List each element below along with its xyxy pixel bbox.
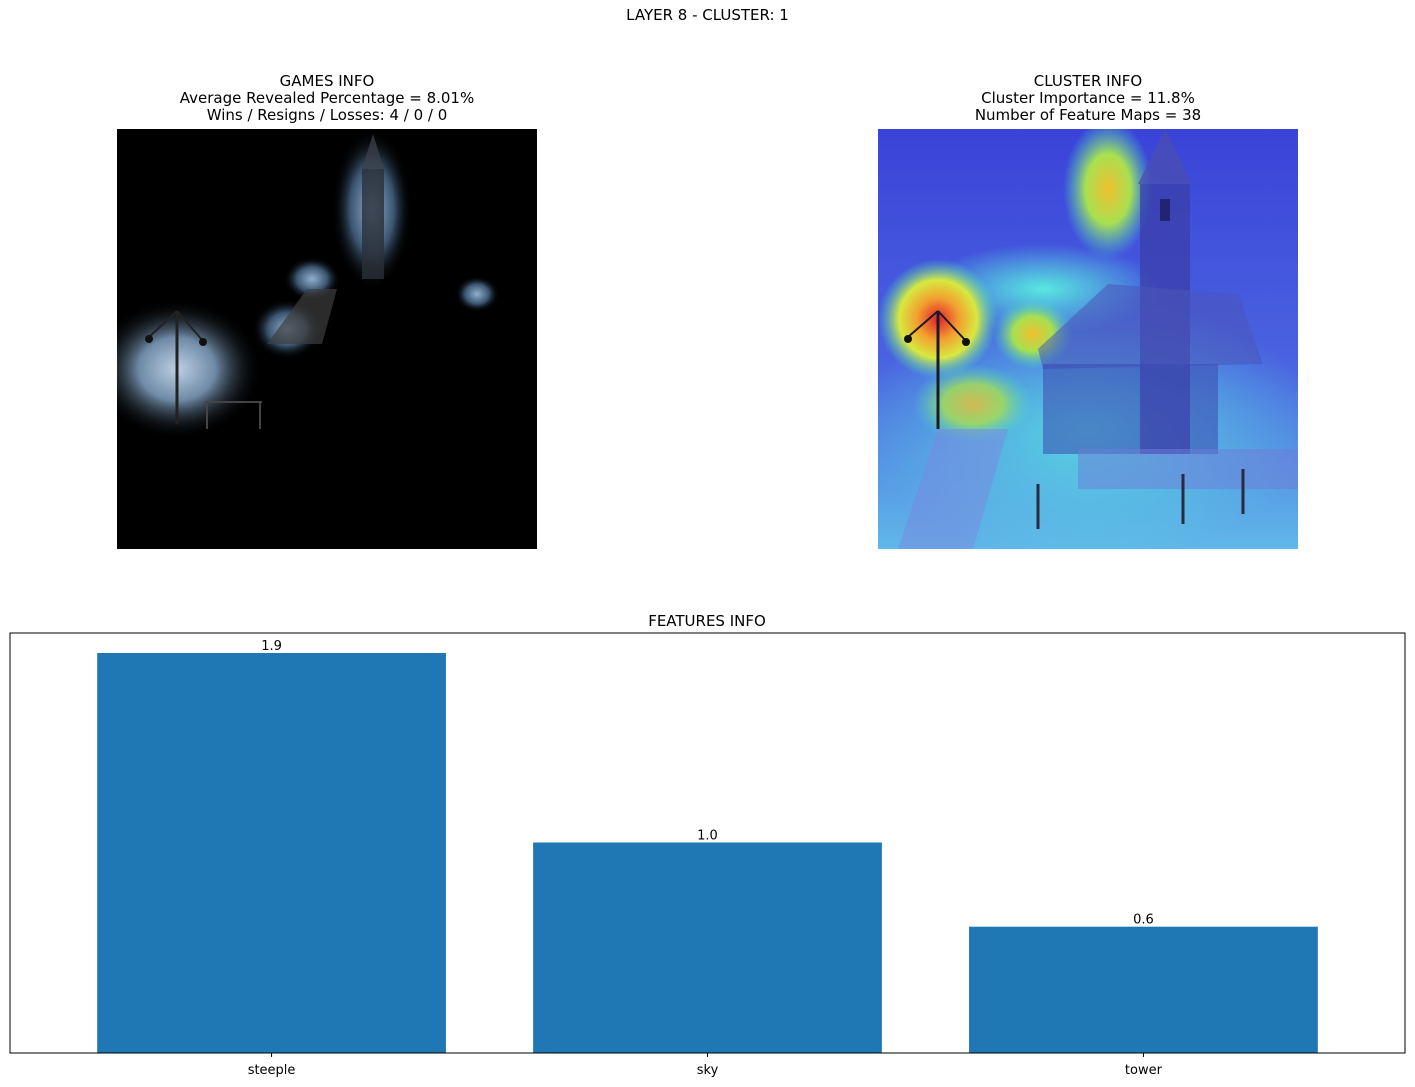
cluster-info-title: CLUSTER INFO [1033,72,1143,90]
cluster-info-importance: Cluster Importance = 11.8% [981,89,1195,107]
chart-axes-frame [9,632,1406,1054]
bar-steeple [97,653,446,1053]
data-label-steeple: 1.9 [261,639,282,654]
heatmap-image [878,129,1298,549]
games-info-revealed: Average Revealed Percentage = 8.01% [179,89,475,107]
data-label-tower: 0.6 [1133,913,1154,928]
x-tick-label-tower: tower [1125,1063,1163,1078]
cluster-info-feature-maps: Number of Feature Maps = 38 [974,106,1202,124]
data-label-sky: 1.0 [697,828,718,843]
cluster-info-header: CLUSTER INFO Cluster Importance = 11.8% … [878,73,1298,124]
x-tick-label-sky: sky [697,1063,719,1078]
games-info-record: Wins / Resigns / Losses: 4 / 0 / 0 [206,106,448,124]
figure-suptitle: LAYER 8 - CLUSTER: 1 [626,6,789,24]
chart-title: FEATURES INFO [648,612,766,630]
bar-tower [969,926,1318,1053]
revealed-image [117,129,537,549]
x-tick-label-steeple: steeple [248,1063,296,1078]
games-info-header: GAMES INFO Average Revealed Percentage =… [117,73,537,124]
bar-sky [533,842,882,1053]
games-info-title: GAMES INFO [279,72,375,90]
